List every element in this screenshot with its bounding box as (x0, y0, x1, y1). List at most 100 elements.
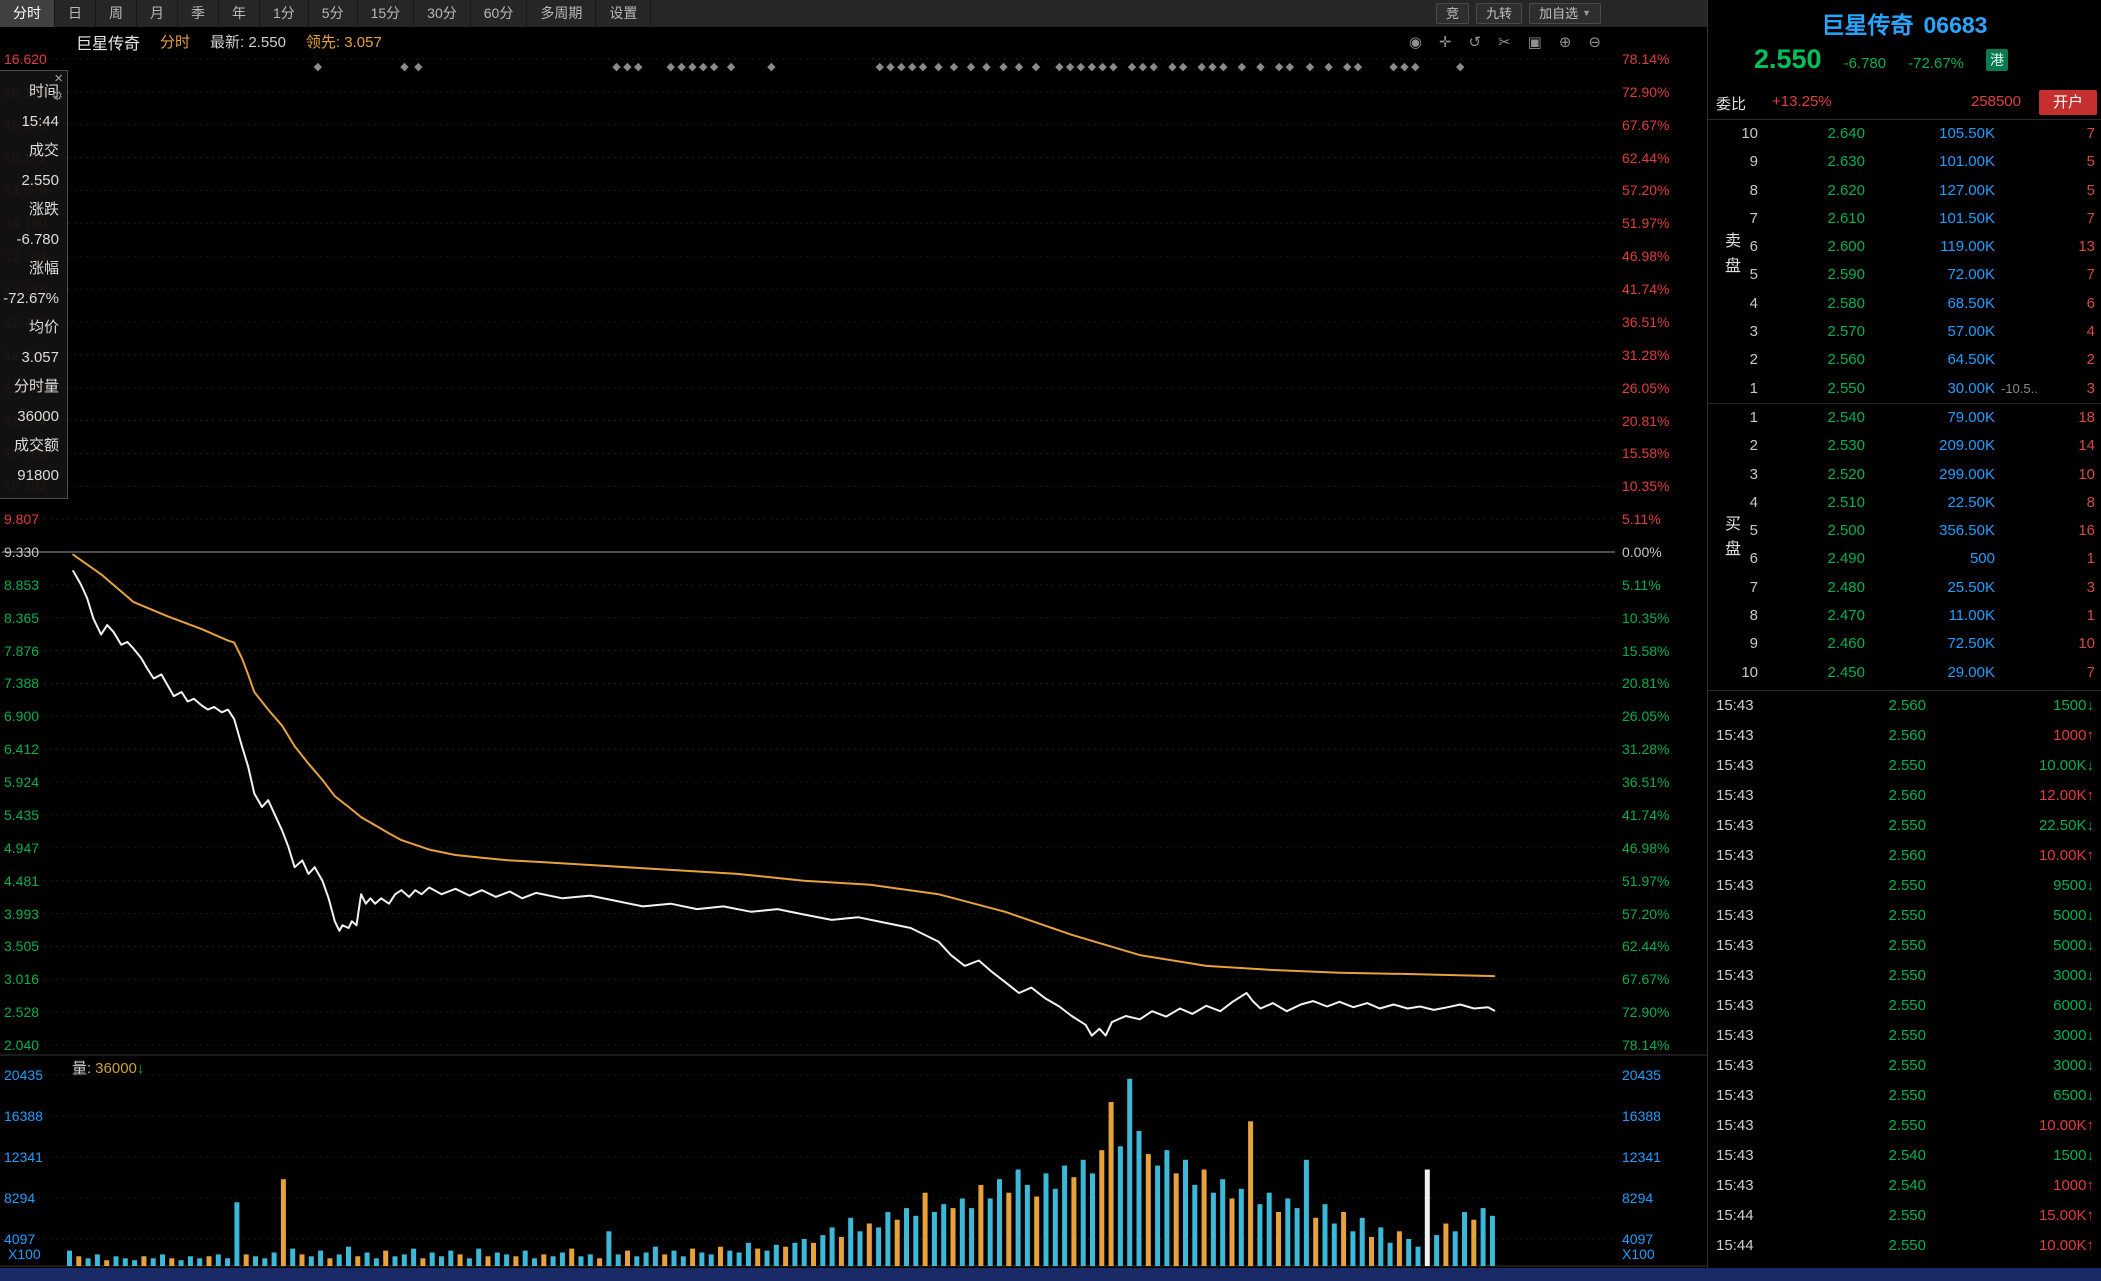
volume-bar (597, 1258, 603, 1266)
volume-bar (494, 1252, 500, 1266)
ask-row[interactable]: 2 2.560 64.50K 2 (1708, 346, 2101, 374)
tab-month[interactable]: 月 (137, 0, 178, 27)
event-diamond-marker: ◆ (727, 61, 736, 73)
ask-volume: 105.50K (1939, 125, 1995, 142)
event-diamond-marker: ◆ (666, 61, 675, 73)
volume-bar (1080, 1159, 1086, 1266)
ask-row[interactable]: 6 2.600 119.00K 13 (1708, 233, 2101, 261)
volume-bar (466, 1258, 472, 1266)
bid-row[interactable]: 2 2.530 209.00K 14 (1708, 432, 2101, 460)
ask-row[interactable]: 10 2.640 105.50K 7 (1708, 120, 2101, 148)
tab-day[interactable]: 日 (55, 0, 96, 27)
ask-row[interactable]: 5 2.590 72.00K 7 (1708, 261, 2101, 289)
time-sales-list[interactable]: 15:43 2.560 1500↓ 15:43 2.560 1000↑ 15:43 2.550… (1708, 690, 2101, 1261)
tab-year[interactable]: 年 (219, 0, 260, 27)
bid-row[interactable]: 9 2.460 72.50K 10 (1708, 630, 2101, 658)
tab-fenshi[interactable]: 分时 (0, 0, 55, 27)
volume-bar (634, 1256, 640, 1266)
scissors-icon[interactable]: ✂ (1498, 33, 1511, 51)
volume-axis-label: 20435 (1622, 1067, 1661, 1083)
percent-axis-label: 31.28% (1622, 346, 1670, 363)
open-account-button[interactable]: 开户 (2039, 90, 2097, 115)
volume-bar (532, 1258, 537, 1266)
bid-level: 6 (1749, 550, 1758, 568)
pan-icon[interactable]: ✛ (1438, 33, 1452, 51)
volume-bar (373, 1258, 379, 1266)
bid-volume: 25.50K (1947, 578, 1995, 596)
price-axis-label: 6.900 (4, 708, 40, 725)
price-axis-label: 7.876 (4, 642, 40, 659)
tick-volume: 6000↓ (2053, 991, 2094, 1021)
volume-bar (736, 1252, 742, 1266)
ask-row[interactable]: 1 2.550 30.00K -10.5.. 3 (1708, 375, 2101, 403)
percent-axis-label: 41.74% (1622, 806, 1670, 823)
chart-svg[interactable]: ◆ ◆ ◆ ◆ ◆ ◆ ◆ ◆ ◆ ◆ ◆ ◆ ◆ ◆ ◆ ◆ ◆ ◆ ◆ ◆ ◆ ◆ ◆ ◆ ◆ ◆ ◆ ◆ ◆ ◆ ◆ ◆ ◆ ◆ ◆ ◆ ◆ ◆ ◆ ◆… (0, 56, 1707, 1268)
ask-level: 2 (1749, 351, 1758, 369)
tick-down-arrow-icon: ↓ (2086, 937, 2095, 954)
ask-row[interactable]: 7 2.610 101.50K 7 (1708, 205, 2101, 233)
tab-5min[interactable]: 5分 (309, 0, 358, 27)
bid-price: 2.510 (1827, 493, 1865, 511)
volume-bar (457, 1254, 463, 1266)
chart-tools: ◉ ✛ ↺ ✂ ▣ ⊕ ⊖ (1409, 27, 1601, 56)
tick-volume-value: 1500 (2053, 697, 2087, 714)
percent-axis-label: 10.35% (1622, 478, 1670, 495)
tick-up-arrow-icon: ↑ (2086, 1237, 2095, 1254)
ask-row[interactable]: 3 2.570 57.00K 4 (1708, 318, 2101, 346)
tab-30min[interactable]: 30分 (414, 0, 471, 27)
tab-week[interactable]: 周 (96, 0, 137, 27)
add-watchlist-button[interactable]: 加自选 ▼ (1529, 3, 1601, 24)
volume-bar (1173, 1173, 1179, 1266)
event-diamond-marker: ◆ (999, 61, 1008, 73)
ask-row[interactable]: 8 2.620 127.00K 5 (1708, 177, 2101, 205)
tab-multi-period[interactable]: 多周期 (527, 0, 597, 27)
tab-1min[interactable]: 1分 (260, 0, 309, 27)
tab-60min[interactable]: 60分 (471, 0, 528, 27)
bid-row[interactable]: 6 2.490 500 1 (1708, 545, 2101, 573)
ask-row[interactable]: 9 2.630 101.00K 5 (1708, 148, 2101, 176)
bid-row[interactable]: 4 2.510 22.50K 8 (1708, 489, 2101, 517)
volume-bar (913, 1215, 919, 1266)
zoom-in-icon[interactable]: ⊕ (1558, 33, 1572, 51)
volume-bar (727, 1250, 733, 1266)
zoom-out-icon[interactable]: ⊖ (1588, 33, 1601, 51)
tab-quarter[interactable]: 季 (178, 0, 219, 27)
volume-bar (941, 1204, 947, 1266)
bid-row[interactable]: 5 2.500 356.50K 16 (1708, 517, 2101, 545)
tab-15min[interactable]: 15分 (358, 0, 415, 27)
bid-count: 3 (2086, 578, 2095, 596)
volume-axis-label: 12341 (4, 1149, 43, 1165)
last-price: 2.550 (1754, 44, 1822, 74)
tick-time: 15:43 (1716, 1147, 1754, 1164)
tick-time: 15:43 (1716, 877, 1754, 894)
bid-row[interactable]: 7 2.480 25.50K 3 (1708, 574, 2101, 602)
volume-bar (76, 1256, 82, 1266)
price-axis-label: 3.993 (4, 905, 40, 922)
gear-icon[interactable]: ⚙ (51, 88, 63, 103)
event-diamond-marker: ◆ (1256, 61, 1265, 73)
volume-bar (1108, 1102, 1114, 1266)
bid-row[interactable]: 1 2.540 79.00K 18 (1708, 402, 2101, 432)
bid-row[interactable]: 10 2.450 29.00K 7 (1708, 659, 2101, 687)
volume-bar (327, 1258, 333, 1266)
tab-settings[interactable]: 设置 (596, 0, 652, 27)
nine-turn-button[interactable]: 九转 (1476, 3, 1523, 24)
event-diamond-marker: ◆ (875, 61, 884, 73)
bid-row[interactable]: 8 2.470 11.00K 1 (1708, 602, 2101, 630)
bid-row[interactable]: 3 2.520 299.00K 10 (1708, 461, 2101, 489)
bid-count: 8 (2086, 493, 2095, 511)
auction-button[interactable]: 竞 (1436, 3, 1470, 24)
volume-bar (1229, 1198, 1235, 1266)
volume-bar (904, 1208, 909, 1266)
ask-price: 2.600 (1827, 238, 1865, 256)
event-diamond-marker: ◆ (1286, 61, 1295, 73)
tick-row: 15:43 2.560 1500↓ (1708, 691, 2101, 721)
undo-icon[interactable]: ↺ (1468, 33, 1482, 51)
bid-count: 1 (2086, 607, 2095, 625)
ask-row[interactable]: 4 2.580 68.50K 6 (1708, 290, 2101, 318)
eye-icon[interactable]: ◉ (1408, 33, 1422, 51)
tick-row: 15:43 2.550 6000↓ (1708, 991, 2101, 1021)
event-diamond-marker: ◆ (1208, 61, 1217, 73)
close-icon[interactable]: × (54, 70, 63, 87)
lock-icon[interactable]: ▣ (1527, 33, 1542, 51)
